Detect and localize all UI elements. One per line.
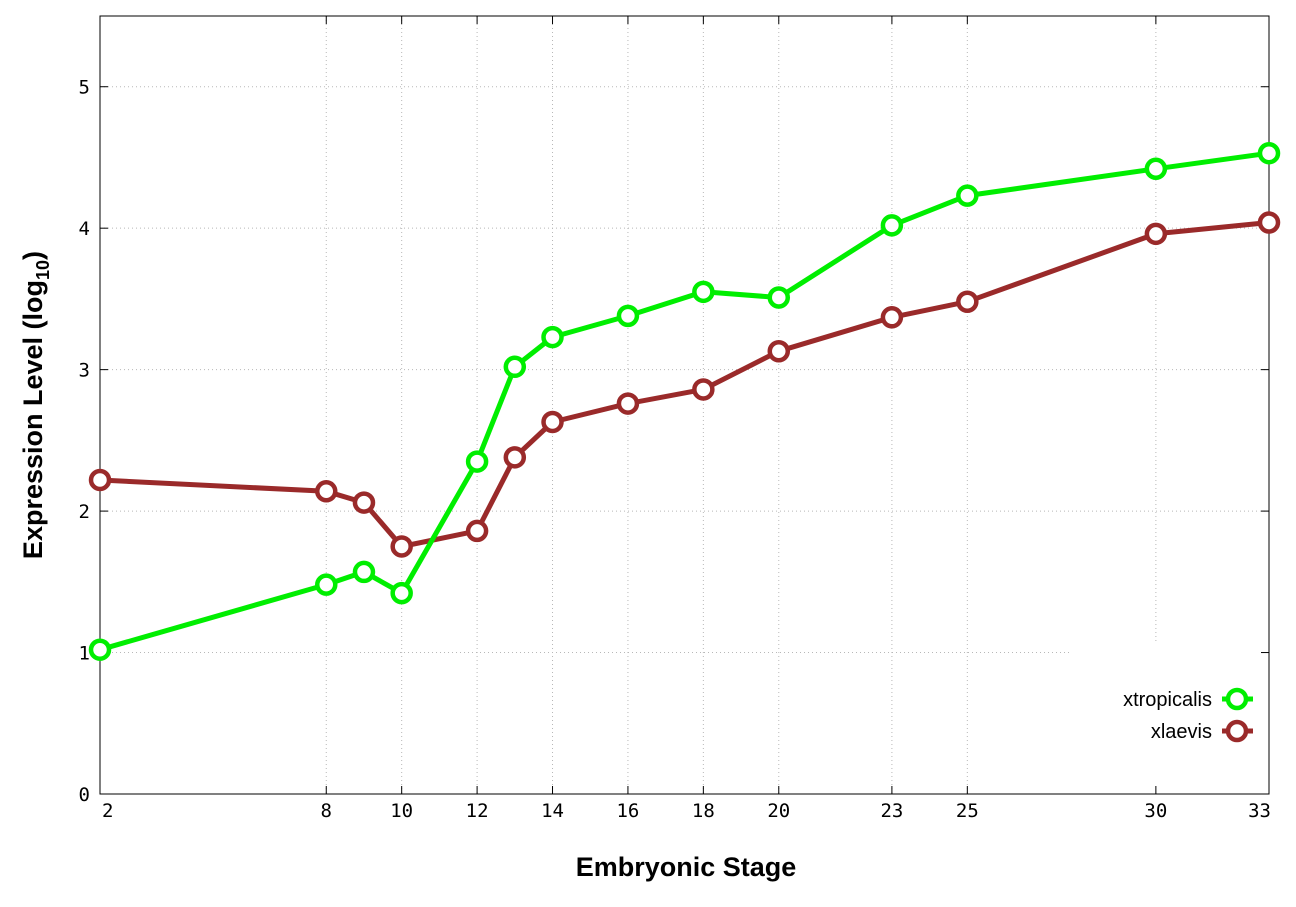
data-point [315,573,338,596]
series-xlaevis [88,211,1281,558]
data-point [1257,211,1281,234]
x-tick-label: 14 [541,800,564,822]
legend-label: xtropicalis [1123,689,1212,711]
x-tick-label: 33 [1248,800,1271,822]
legend-label: xlaevis [1151,721,1212,743]
y-tick-label: 5 [79,77,90,99]
data-point [880,214,904,237]
x-tick-label: 8 [321,800,332,822]
data-point [1257,141,1281,165]
series-line-xtropicalis [99,150,1270,653]
data-point [88,638,112,661]
x-tick-label: 16 [616,800,639,822]
data-point [88,468,112,492]
y-axis-title-subscript: 10 [33,260,53,280]
y-axis-title-main: Expression Level (log [18,280,48,559]
x-tick-label: 23 [880,800,903,822]
x-tick-label: 18 [692,800,715,822]
data-point [692,378,715,401]
data-point [880,306,904,329]
data-point [390,581,413,605]
legend: xtropicalis xlaevis [1123,687,1253,743]
data-point [1144,222,1168,246]
legend-marker [1225,719,1249,743]
data-point [352,560,376,584]
x-tick-label: 25 [956,800,979,822]
series-line-xlaevis [99,220,1270,549]
x-tick-label: 2 [102,800,113,822]
data-point [956,184,979,207]
data-point [465,450,489,473]
legend-marker [1225,687,1249,711]
data-point [956,290,979,313]
legend-background [1072,643,1269,793]
data-point [616,304,640,328]
data-point [767,286,791,309]
data-point [503,446,527,469]
series-layer [88,141,1281,661]
data-point [616,392,640,415]
y-tick-label: 4 [79,218,90,240]
data-point [541,410,564,434]
x-tick-label: 20 [767,800,790,822]
data-point [390,535,413,558]
y-tick-label: 2 [79,501,90,523]
data-point [541,325,564,349]
x-tick-label: 10 [390,800,413,822]
data-point [503,355,527,379]
x-tick-label: 12 [466,800,489,822]
plot-frame [99,15,1270,795]
data-point [1144,157,1168,181]
y-tick-label: 3 [79,360,90,382]
data-point [315,480,338,503]
y-axis-title: Expression Level (log10) [18,251,53,559]
y-axis-title-close: ) [18,251,48,260]
x-axis-title: Embryonic Stage [576,852,797,882]
data-point [692,280,715,304]
data-point [767,339,791,363]
series-xtropicalis [88,141,1281,661]
y-tick-label: 1 [79,643,90,665]
x-tick-label: 30 [1144,800,1167,822]
data-point [465,519,489,543]
data-point [352,491,376,514]
y-tick-label: 0 [79,784,90,806]
